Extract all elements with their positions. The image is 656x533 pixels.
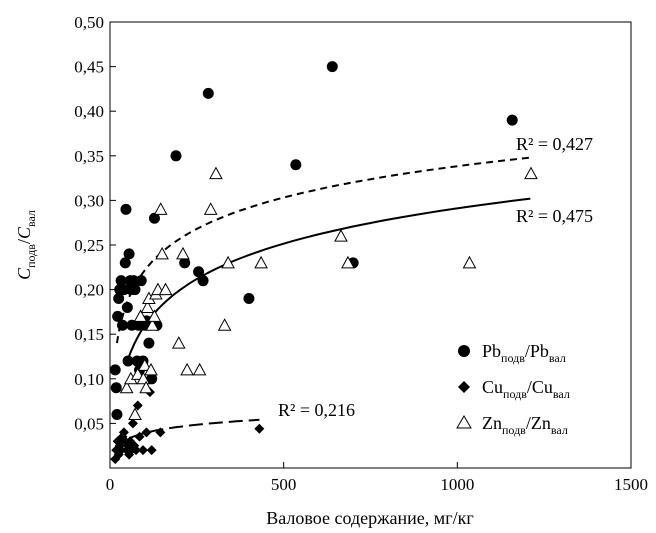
point-zn [217,318,232,331]
point-zn [176,246,190,260]
x-tick-label: 1500 [614,475,648,494]
y-tick-label: 0,15 [74,325,104,344]
point-zn [140,300,155,313]
point-pb [113,293,125,305]
point-zn [254,255,268,269]
point-pb [243,293,255,305]
point-pb [119,257,131,269]
point-pb [115,275,127,287]
legend-item-cu: Cuподв/Cuвал [458,377,570,401]
point-cu [141,427,152,438]
point-cu [116,445,127,456]
point-zn [209,166,223,180]
x-tick-label: 1000 [440,475,474,494]
point-cu [131,445,142,456]
point-pb [146,373,158,385]
point-zn [524,166,538,180]
data-points [109,61,538,465]
point-pb [179,257,191,269]
point-pb [111,408,123,420]
point-cu [134,431,145,442]
legend-item-zn: Znподв/Znвал [456,413,568,437]
point-pb [135,275,147,287]
y-tick-label: 0,50 [74,13,104,32]
point-zn [341,255,355,269]
legend-circle-marker [458,345,470,357]
point-zn [128,407,142,420]
trendline-zn [115,156,531,344]
plot-area-frame [109,21,632,469]
legend-label-cu: Cuподв/Cuвал [482,377,570,401]
point-zn [136,371,151,385]
y-tick-label: 0,10 [74,370,104,389]
point-pb [202,87,214,99]
point-pb [143,337,155,349]
r2-label-cu: R² = 0,216 [278,400,355,420]
point-zn [221,255,235,269]
point-pb [129,284,141,296]
y-tick-label: 0,25 [74,236,104,255]
point-pb [326,61,338,73]
x-tick-label: 500 [271,475,297,494]
point-pb [506,114,518,126]
point-zn [192,362,207,376]
point-pb [148,212,160,224]
point-zn [155,246,169,260]
x-tick-label: 0 [106,475,115,494]
legend-label-zn: Znподв/Znвал [482,413,568,437]
legend: Pbподв/Pbвал Cuподв/Cuвал Znподв/Znвал [456,341,570,437]
axis-ticks [109,21,632,468]
y-tick-label: 0,45 [74,58,104,77]
point-pb [117,319,129,331]
point-zn [203,202,218,215]
y-axis-title: Cподв/Cвал [14,210,38,280]
point-pb [122,355,134,367]
trendline-pb [126,197,531,362]
point-cu [254,423,265,434]
point-zn [462,255,477,269]
point-pb [110,382,122,394]
x-axis-title: Валовое содержание, мг/кг [266,508,473,528]
y-tick-label: 0,40 [74,102,104,121]
point-zn [145,318,160,331]
point-cu [137,445,148,456]
y-tick-label: 0,20 [74,281,104,300]
point-pb [128,275,140,287]
y-tick-label: 0,30 [74,191,104,210]
legend-triangle-marker [456,415,472,429]
point-pb [121,301,133,313]
point-pb [197,275,209,287]
axis-tick-labels: 0 500 1000 1500 0,05 0,10 0,15 0,20 0,25 0,30 0,35… [74,13,648,494]
point-cu [155,427,166,438]
point-cu [146,445,157,456]
point-pb [109,364,121,376]
point-zn [180,362,194,376]
point-zn [147,309,162,322]
point-zn [171,336,186,349]
point-pb [193,266,205,278]
point-pb [112,310,124,322]
r2-label-zn: R² = 0,427 [516,134,593,154]
legend-item-pb: Pbподв/Pbвал [458,341,566,365]
point-pb [123,248,135,260]
legend-diamond-marker [458,381,470,393]
point-zn [334,229,348,242]
y-tick-label: 0,35 [74,147,104,166]
point-pb [170,150,182,162]
point-cu [118,427,129,438]
point-zn [158,282,173,296]
point-zn [139,380,153,394]
legend-label-pb: Pbподв/Pbвал [482,341,566,365]
point-zn [153,202,168,215]
r2-label-pb: R² = 0,475 [516,206,593,226]
point-zn [144,362,158,376]
point-pb [120,203,132,215]
point-zn [137,358,152,371]
point-zn [133,309,148,322]
point-cu [127,418,138,429]
point-pb [290,159,302,171]
y-tick-label: 0,05 [74,414,104,433]
point-zn [119,380,134,394]
